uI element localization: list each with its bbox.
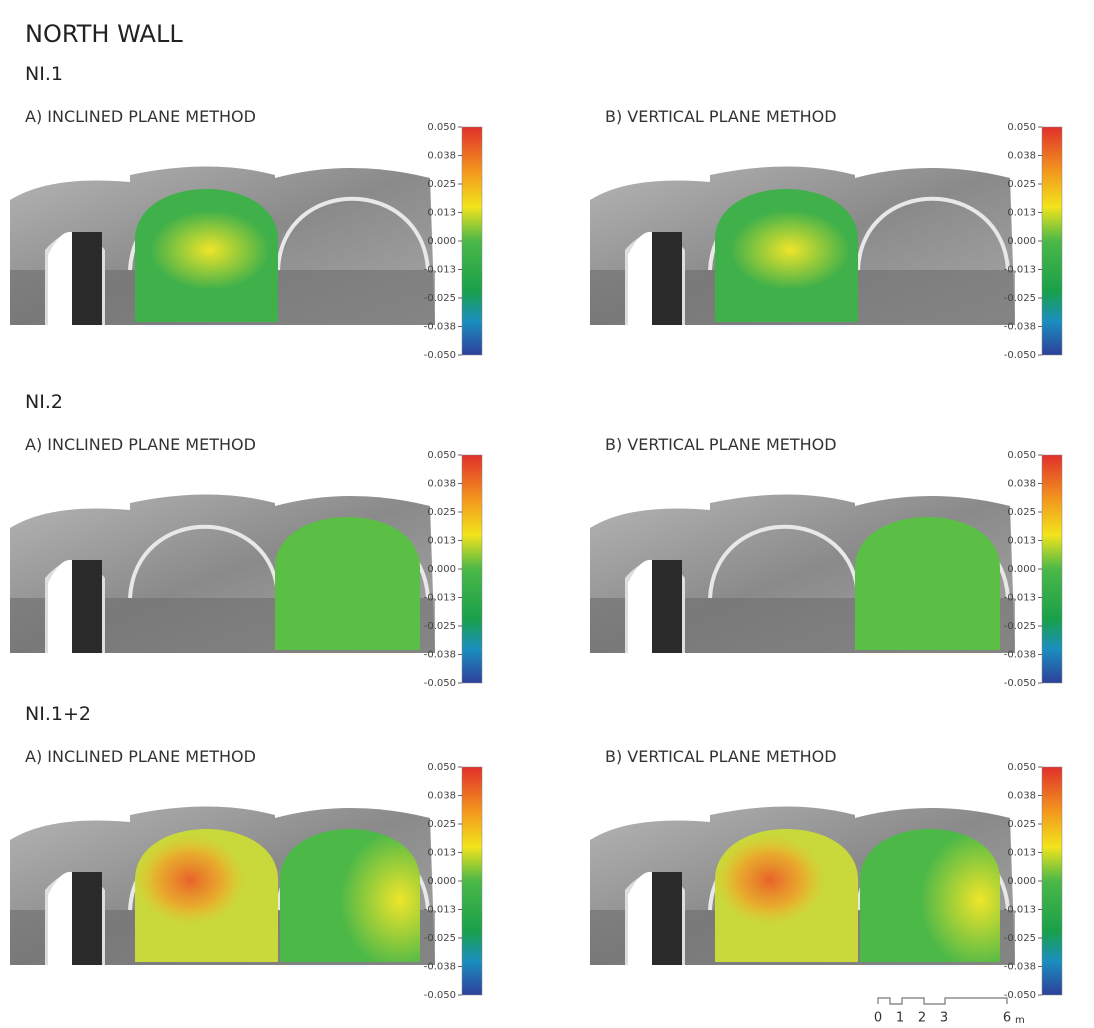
scale-unit: m [1015, 1015, 1025, 1026]
colorbar-label: -0.013 [1004, 593, 1036, 604]
colorbar-label: 0.038 [427, 151, 456, 162]
colorbar-label: -0.038 [1004, 962, 1036, 973]
scale-label: 1 [896, 1011, 904, 1026]
scale-label: 2 [918, 1011, 926, 1026]
deviation-spot [730, 210, 850, 290]
colorbar-label: 0.038 [1007, 479, 1036, 490]
colorbar-label: 0.013 [1007, 848, 1036, 859]
scale-label: 0 [874, 1011, 882, 1026]
colorbar-label: 0.038 [1007, 791, 1036, 802]
colorbar-label: 0.000 [1007, 564, 1036, 575]
colorbar-label: 0.050 [1007, 450, 1036, 461]
colorbar-label: 0.000 [427, 564, 456, 575]
colorbar-label: -0.038 [1004, 650, 1036, 661]
panel-label: A) INCLINED PLANE METHOD [25, 747, 256, 766]
colorbar-label: -0.050 [424, 350, 456, 361]
section-label: NI.1 [25, 63, 63, 85]
door [652, 232, 682, 325]
colorbar-label: -0.025 [1004, 621, 1036, 632]
colorbar-label: 0.025 [1007, 179, 1036, 190]
colorbar-label: -0.038 [424, 322, 456, 333]
panel-label: B) VERTICAL PLANE METHOD [605, 747, 837, 766]
colorbar-label: -0.013 [424, 905, 456, 916]
wall-image [590, 807, 1040, 971]
scale-label: 3 [940, 1011, 948, 1026]
colorbar-label: 0.013 [427, 536, 456, 547]
colorbar-label: 0.000 [1007, 876, 1036, 887]
colorbar-label: -0.013 [424, 265, 456, 276]
colorbar-label: -0.050 [1004, 678, 1036, 689]
wall-image [10, 495, 435, 654]
colorbar-label: 0.025 [427, 179, 456, 190]
colorbar [462, 127, 482, 355]
scale-label: 6 [1003, 1011, 1011, 1026]
deviation-spot [715, 835, 825, 925]
door [72, 872, 102, 965]
wall-image [590, 167, 1015, 326]
colorbar-label: -0.013 [1004, 905, 1036, 916]
colorbar-label: 0.050 [427, 450, 456, 461]
wall-image [590, 495, 1015, 654]
colorbar-label: 0.013 [1007, 536, 1036, 547]
colorbar-label: 0.050 [1007, 762, 1036, 773]
colorbar-label: -0.013 [1004, 265, 1036, 276]
colorbar-label: -0.038 [424, 962, 456, 973]
colorbar-label: -0.038 [1004, 322, 1036, 333]
colorbar-label: -0.050 [1004, 990, 1036, 1001]
colorbar-label: 0.013 [1007, 208, 1036, 219]
door [652, 872, 682, 965]
colorbar [1042, 455, 1062, 683]
colorbar-label: 0.025 [1007, 819, 1036, 830]
colorbar-label: 0.050 [1007, 122, 1036, 133]
panel-label: B) VERTICAL PLANE METHOD [605, 107, 837, 126]
colorbar-label: 0.025 [1007, 507, 1036, 518]
deviation-spot [150, 210, 270, 290]
panel-label: B) VERTICAL PLANE METHOD [605, 435, 837, 454]
colorbar-label: 0.025 [427, 507, 456, 518]
figure-title: NORTH WALL [25, 20, 183, 48]
colorbar-label: -0.050 [1004, 350, 1036, 361]
colorbar-label: -0.013 [424, 593, 456, 604]
panel-label: A) INCLINED PLANE METHOD [25, 107, 256, 126]
colorbar [1042, 127, 1062, 355]
panel-label: A) INCLINED PLANE METHOD [25, 435, 256, 454]
door [652, 560, 682, 653]
colorbar [462, 455, 482, 683]
colorbar-label: 0.000 [427, 876, 456, 887]
colorbar-label: 0.050 [427, 762, 456, 773]
colorbar [1042, 767, 1062, 995]
colorbar-label: -0.050 [424, 990, 456, 1001]
figure: NORTH WALL NI.1 A) INCLINED PLANE METHOD 0… [0, 0, 1094, 1028]
wall-image [10, 807, 460, 971]
colorbar-label: -0.025 [424, 293, 456, 304]
colorbar-label: -0.025 [1004, 293, 1036, 304]
section-label: NI.2 [25, 391, 63, 413]
colorbar-label: 0.038 [427, 479, 456, 490]
door [72, 232, 102, 325]
door [72, 560, 102, 653]
scale-bar [878, 998, 1007, 1004]
colorbar-label: 0.000 [427, 236, 456, 247]
colorbar-label: 0.013 [427, 848, 456, 859]
colorbar-label: 0.025 [427, 819, 456, 830]
colorbar-label: 0.000 [1007, 236, 1036, 247]
colorbar-label: -0.025 [1004, 933, 1036, 944]
colorbar-label: -0.025 [424, 621, 456, 632]
colorbar-label: 0.050 [427, 122, 456, 133]
colorbar-label: 0.038 [427, 791, 456, 802]
colorbar [462, 767, 482, 995]
section-label: NI.1+2 [25, 703, 91, 725]
wall-image [10, 167, 435, 326]
colorbar-label: -0.025 [424, 933, 456, 944]
colorbar-label: -0.038 [424, 650, 456, 661]
deviation-spot [135, 835, 245, 925]
colorbar-label: -0.050 [424, 678, 456, 689]
colorbar-label: 0.013 [427, 208, 456, 219]
colorbar-label: 0.038 [1007, 151, 1036, 162]
